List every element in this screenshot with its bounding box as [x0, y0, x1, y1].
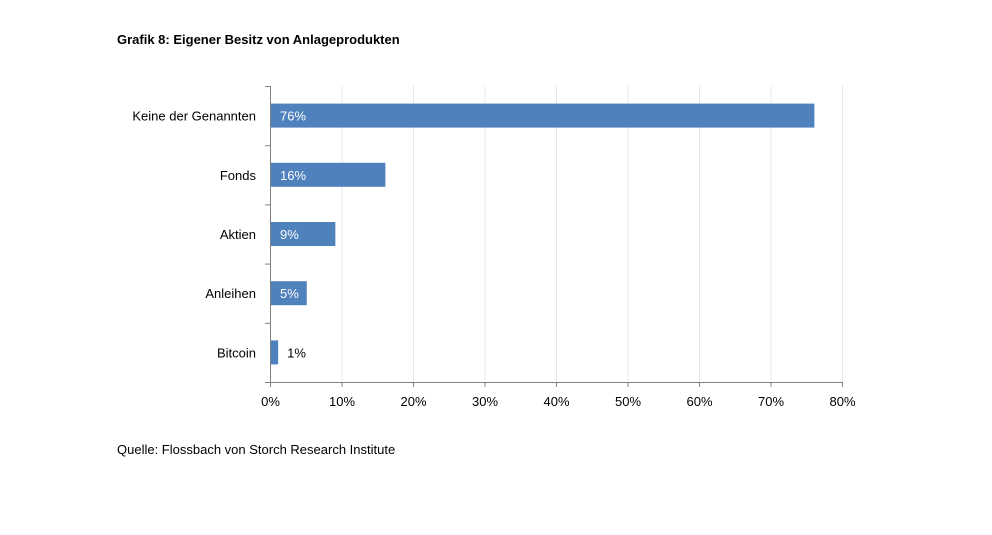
x-tick-label: 50% — [615, 394, 641, 409]
data-label: 76% — [280, 109, 306, 124]
axes — [265, 86, 843, 387]
x-tick-label: 60% — [686, 394, 712, 409]
category-label: Anleihen — [205, 286, 256, 301]
chart-source: Quelle: Flossbach von Storch Research In… — [117, 442, 396, 457]
category-label: Aktien — [220, 227, 256, 242]
data-label: 1% — [287, 345, 306, 360]
data-label: 16% — [280, 168, 306, 183]
bar — [271, 103, 815, 128]
category-label: Keine der Genannten — [132, 109, 256, 124]
bar — [271, 162, 386, 187]
x-tick-label: 0% — [261, 394, 280, 409]
category-label: Bitcoin — [217, 345, 256, 360]
data-label: 9% — [280, 227, 299, 242]
bars — [271, 103, 815, 365]
x-tick-label: 30% — [472, 394, 498, 409]
bar — [271, 222, 336, 246]
data-label: 5% — [280, 286, 299, 301]
x-tick-label: 10% — [329, 394, 355, 409]
x-tick-label: 40% — [543, 394, 569, 409]
labels: Keine der Genannten 76% Fonds 16% Aktien 9% An… — [132, 109, 856, 409]
gridlines — [341, 86, 843, 382]
x-tick-label: 20% — [400, 394, 426, 409]
category-label: Fonds — [220, 168, 257, 183]
x-tick-label: 80% — [829, 394, 855, 409]
bar — [271, 340, 279, 365]
x-tick-label: 70% — [758, 394, 784, 409]
chart-title: Grafik 8: Eigener Besitz von Anlageprodu… — [117, 32, 400, 47]
bar — [271, 281, 307, 306]
